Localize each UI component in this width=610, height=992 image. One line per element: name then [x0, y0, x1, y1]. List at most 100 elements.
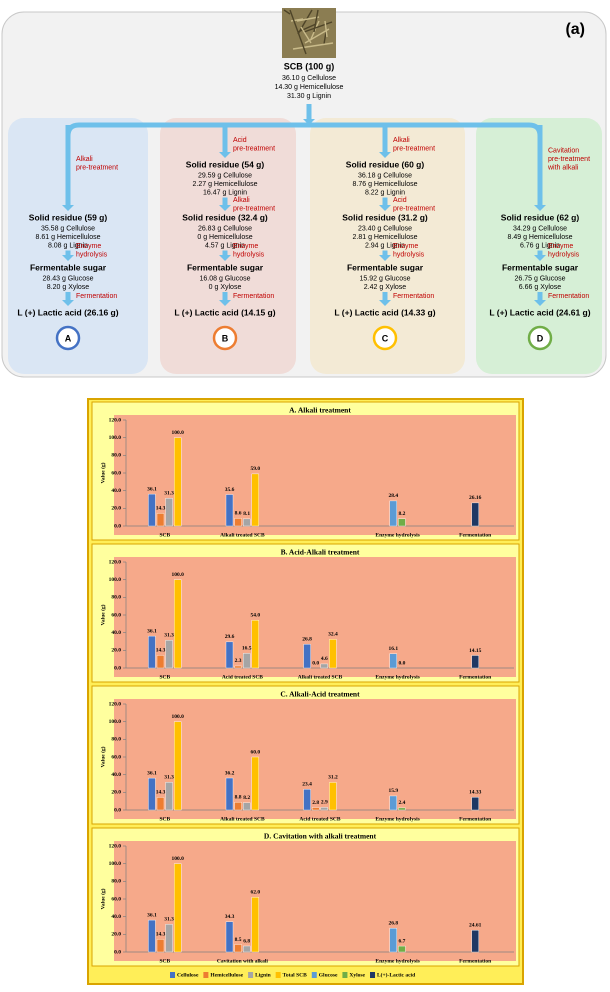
value-label: 31.3	[164, 491, 174, 497]
x-tick-label: SCB	[159, 674, 170, 680]
bar	[242, 945, 251, 953]
value-label: 31.3	[164, 633, 174, 639]
bar	[225, 494, 234, 527]
bar	[242, 653, 251, 669]
value-label: 4.6	[321, 656, 328, 662]
x-tick-label: Fermentation	[459, 674, 491, 680]
value-label: 2.3	[235, 658, 242, 664]
fiber	[290, 18, 304, 22]
process-label: hydrolysis	[393, 251, 425, 258]
bar	[251, 897, 260, 953]
chart-title: D. Cavitation with alkali treatment	[264, 832, 377, 841]
fiber	[324, 20, 328, 38]
bar	[242, 802, 251, 811]
arrow-head	[379, 205, 391, 211]
bar	[329, 782, 337, 811]
bar	[225, 641, 234, 669]
arrow-head	[62, 255, 74, 261]
legend-label: L(+)-Lactic acid	[377, 971, 415, 978]
column-background	[8, 118, 148, 374]
source-line: 36.10 g Cellulose	[282, 75, 336, 82]
value-label: 32.4	[328, 632, 338, 638]
node-line: 16.08 g Glucose	[200, 275, 251, 282]
value-label: 14.3	[156, 648, 166, 654]
node-title: Fermentable sugar	[502, 262, 579, 272]
bar	[225, 777, 234, 811]
chart-title: A. Alkali treatment	[289, 406, 351, 415]
process-label: hydrolysis	[233, 251, 265, 258]
bar	[471, 502, 479, 527]
y-tick-label: 40.0	[111, 914, 121, 920]
bar	[389, 500, 397, 527]
node-line: 26.75 g Glucose	[515, 275, 566, 282]
x-tick-label: Alkali treated SCB	[298, 674, 343, 680]
node-title: Fermentable sugar	[187, 262, 264, 272]
legend-swatch	[248, 972, 254, 978]
bar	[251, 620, 260, 669]
y-tick-label: 0.0	[114, 665, 121, 671]
fiber	[292, 42, 334, 50]
value-label: 36.1	[147, 912, 157, 918]
bar	[165, 498, 173, 527]
value-label: 62.0	[250, 889, 260, 895]
value-label: 60.0	[250, 749, 260, 755]
arrow-head	[62, 300, 74, 306]
legend-label: Xylose	[349, 972, 365, 978]
chart-title: C. Alkali-Acid treatment	[280, 690, 360, 699]
badge: D	[537, 333, 544, 343]
arrow-head	[219, 255, 231, 261]
value-label: 36.1	[147, 486, 157, 492]
node-line: 36.18 g Cellulose	[358, 172, 412, 179]
value-label: 0.0	[398, 660, 405, 666]
arrow-head	[534, 255, 546, 261]
bar	[303, 789, 311, 811]
bar	[320, 807, 328, 811]
x-tick-label: Fermentation	[459, 532, 491, 538]
value-label: 8.2	[398, 511, 405, 517]
value-label: 0.0	[312, 660, 319, 666]
bar	[389, 928, 397, 953]
value-label: 14.3	[156, 506, 166, 512]
value-label: 14.3	[156, 932, 166, 938]
y-tick-label: 100.0	[109, 719, 122, 725]
node-line: 2.42 g Xylose	[364, 284, 407, 291]
value-label: 26.8	[388, 921, 398, 927]
value-label: 2.9	[321, 800, 328, 806]
arrow-head	[534, 205, 546, 211]
value-label: 2.4	[398, 800, 405, 806]
fiber	[313, 9, 319, 33]
node-title: Solid residue (62 g)	[501, 212, 580, 222]
value-label: 36.1	[147, 628, 157, 634]
node-title: Solid residue (31.2 g)	[342, 212, 428, 222]
value-label: 15.9	[388, 788, 398, 794]
node-line: 28.43 g Glucose	[43, 275, 94, 282]
fiber	[300, 26, 312, 44]
process-label: Fermentation	[548, 293, 589, 300]
legend-label: Lignin	[255, 972, 271, 978]
node-line: 35.58 g Cellulose	[41, 225, 95, 232]
node-line: 8.08 g Lignin	[48, 242, 88, 249]
y-tick-label: 120.0	[109, 701, 122, 707]
y-tick-label: 0.0	[114, 807, 121, 813]
bar	[320, 663, 328, 669]
value-label: 2.8	[312, 800, 319, 806]
node-title: Solid residue (59 g)	[29, 212, 108, 222]
y-tick-label: 40.0	[111, 630, 121, 636]
badge-circle	[212, 325, 238, 351]
arrow-head	[379, 255, 391, 261]
y-tick-label: 80.0	[111, 595, 121, 601]
value-label: 59.0	[250, 466, 260, 472]
badge-circle	[372, 325, 398, 351]
value-label: 31.3	[164, 917, 174, 923]
y-tick-label: 20.0	[111, 648, 121, 654]
process-label: pre-treatment	[233, 145, 275, 152]
bar	[389, 795, 397, 811]
process-label: Enzyme	[393, 243, 418, 250]
badge: B	[222, 333, 229, 343]
y-tick-label: 20.0	[111, 932, 121, 938]
node-line: 8.76 g Hemicellulose	[353, 181, 418, 188]
value-label: 14.33	[469, 790, 482, 796]
column-background	[160, 118, 296, 374]
bar	[303, 644, 311, 669]
process-label: Alkali	[393, 137, 410, 144]
